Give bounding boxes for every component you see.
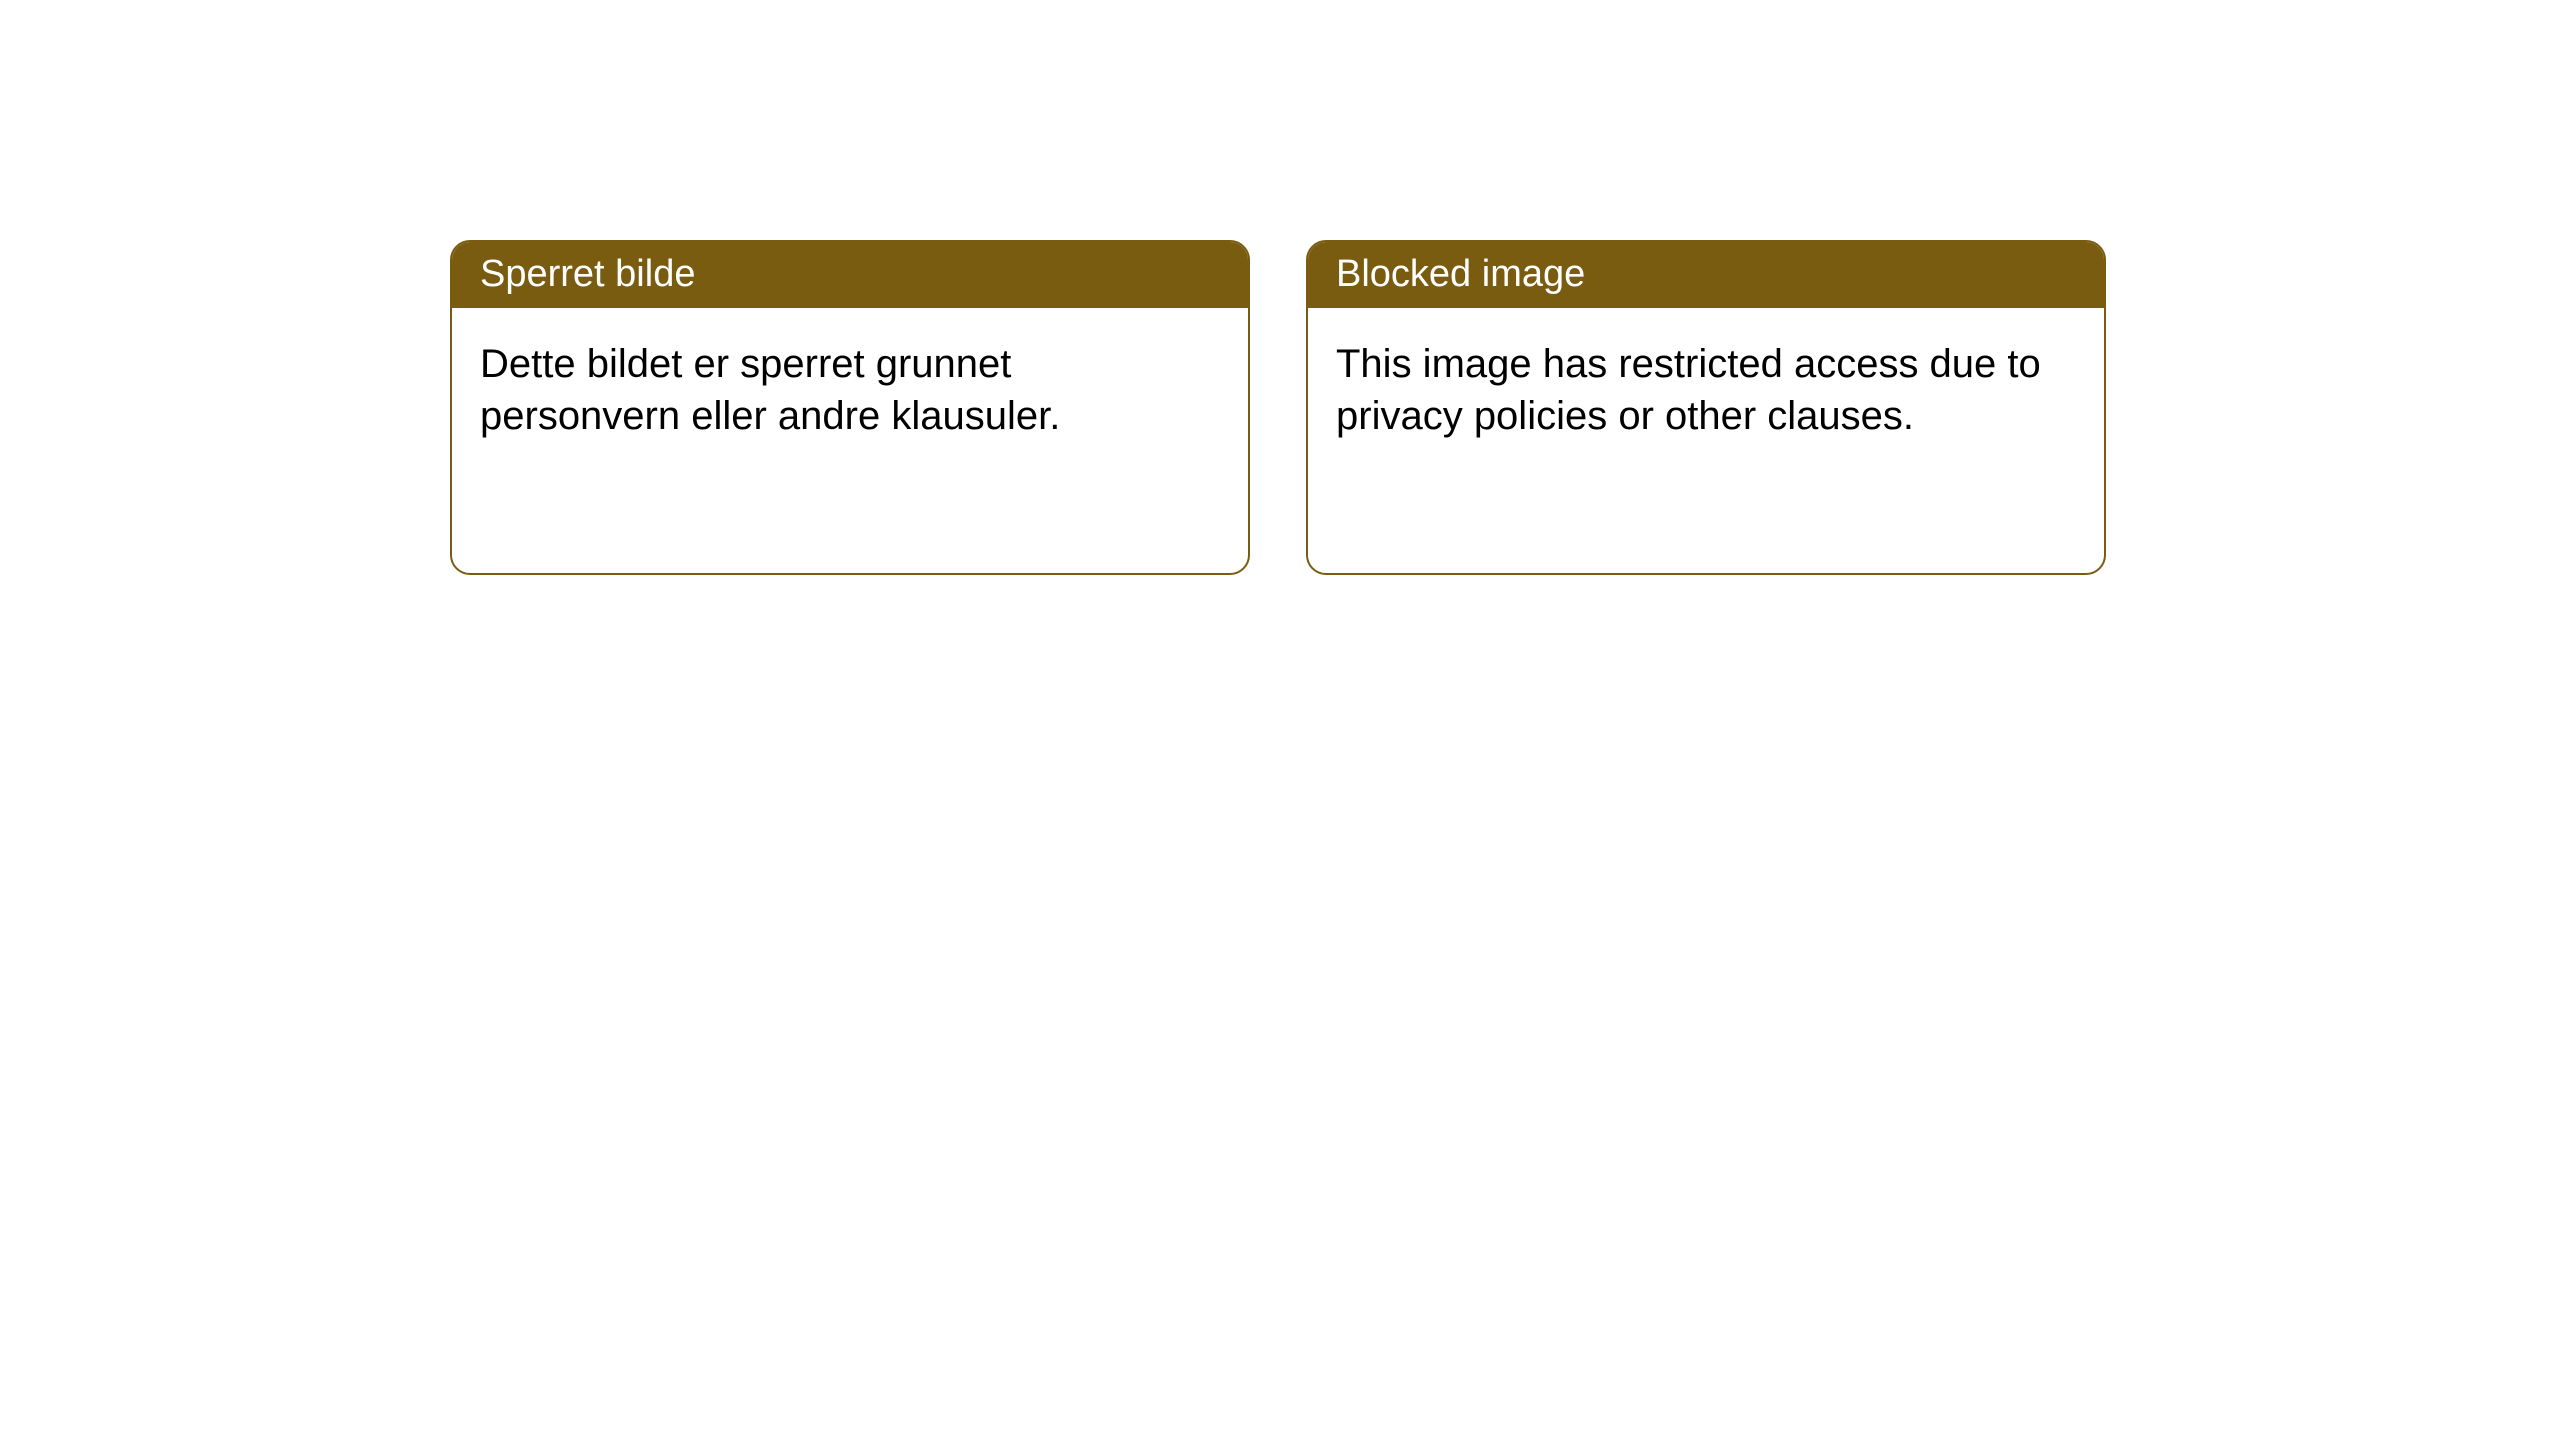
card-text-no: Dette bildet er sperret grunnet personve… bbox=[480, 342, 1060, 438]
card-header-no: Sperret bilde bbox=[452, 242, 1248, 308]
blocked-image-card-no: Sperret bilde Dette bildet er sperret gr… bbox=[450, 240, 1250, 575]
card-text-en: This image has restricted access due to … bbox=[1336, 342, 2041, 438]
card-body-en: This image has restricted access due to … bbox=[1308, 308, 2104, 472]
card-title-no: Sperret bilde bbox=[480, 253, 695, 295]
card-title-en: Blocked image bbox=[1336, 253, 1585, 295]
card-body-no: Dette bildet er sperret grunnet personve… bbox=[452, 308, 1248, 472]
blocked-image-card-en: Blocked image This image has restricted … bbox=[1306, 240, 2106, 575]
notice-container: Sperret bilde Dette bildet er sperret gr… bbox=[0, 0, 2560, 575]
card-header-en: Blocked image bbox=[1308, 242, 2104, 308]
